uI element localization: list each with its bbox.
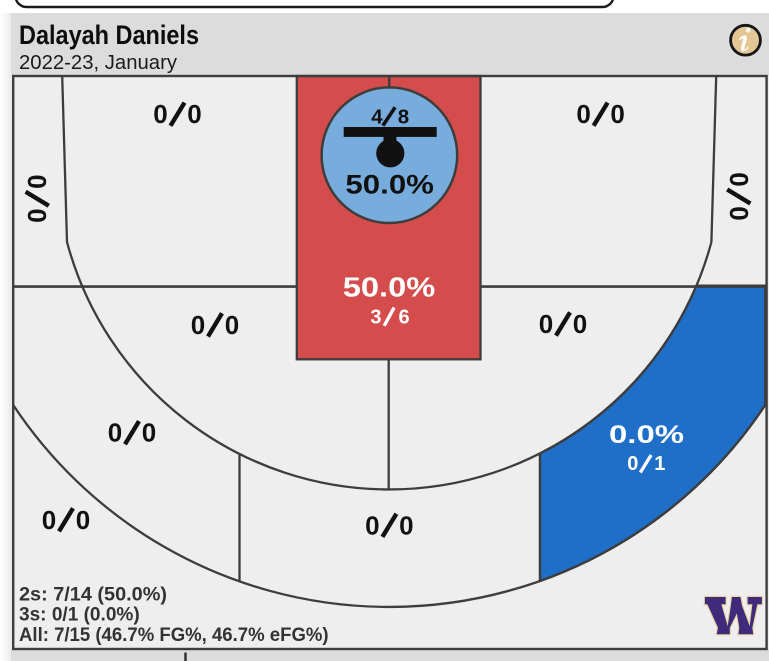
svg-text:6: 6: [398, 306, 409, 328]
svg-text:0: 0: [724, 172, 754, 186]
svg-text:0: 0: [225, 310, 239, 340]
svg-text:2s: 7/14 (50.0%): 2s: 7/14 (50.0%): [19, 584, 167, 605]
svg-text:0: 0: [42, 505, 56, 535]
svg-text:0: 0: [142, 418, 156, 448]
svg-text:4: 4: [371, 105, 383, 128]
svg-text:0.0%: 0.0%: [609, 421, 684, 449]
svg-text:1: 1: [654, 453, 665, 475]
svg-text:Dalayah Daniels: Dalayah Daniels: [19, 20, 199, 50]
svg-text:0: 0: [610, 99, 624, 129]
svg-text:0: 0: [539, 309, 553, 339]
svg-text:0: 0: [365, 510, 379, 540]
svg-text:All: 7/15 (46.7% FG%, 46.7% eF: All: 7/15 (46.7% FG%, 46.7% eFG%): [19, 625, 329, 646]
svg-text:0: 0: [153, 99, 167, 129]
svg-text:0: 0: [22, 174, 52, 188]
svg-text:2022-23, January: 2022-23, January: [19, 52, 177, 74]
svg-text:0: 0: [399, 510, 413, 540]
svg-text:0: 0: [22, 208, 52, 222]
svg-text:0: 0: [76, 505, 90, 535]
svg-text:0: 0: [627, 453, 638, 475]
svg-text:0: 0: [724, 206, 754, 220]
svg-text:3s: 0/1 (0.0%): 3s: 0/1 (0.0%): [19, 605, 140, 626]
svg-text:0: 0: [576, 99, 590, 129]
svg-text:0: 0: [191, 310, 205, 340]
svg-text:50.0%: 50.0%: [343, 272, 436, 303]
svg-text:3: 3: [370, 306, 381, 328]
svg-text:8: 8: [398, 105, 409, 128]
svg-text:50.0%: 50.0%: [345, 170, 434, 200]
svg-text:0: 0: [108, 418, 122, 448]
svg-text:0: 0: [187, 99, 201, 129]
svg-text:0: 0: [573, 309, 587, 339]
